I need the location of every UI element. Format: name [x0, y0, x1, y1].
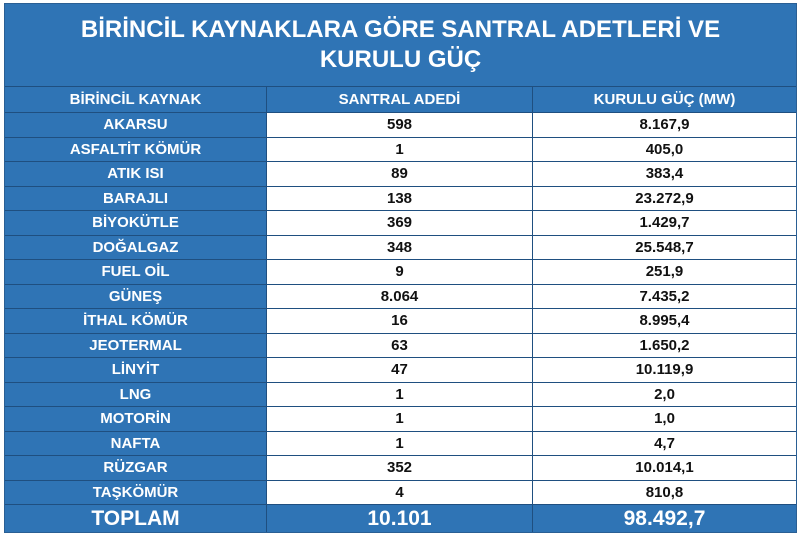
row-source-label: FUEL OİL [5, 260, 267, 285]
row-source-label: RÜZGAR [5, 456, 267, 481]
row-source-label: AKARSU [5, 113, 267, 138]
row-installed-capacity: 23.272,9 [533, 186, 796, 211]
row-installed-capacity: 1,0 [533, 407, 796, 432]
row-plant-count: 369 [267, 211, 533, 236]
row-source-label: LİNYİT [5, 358, 267, 383]
row-source-label: ASFALTİT KÖMÜR [5, 137, 267, 162]
row-plant-count: 16 [267, 309, 533, 334]
row-plant-count: 1 [267, 431, 533, 456]
row-source-label: DOĞALGAZ [5, 235, 267, 260]
row-plant-count: 89 [267, 162, 533, 187]
power-plants-table: BİRİNCİL KAYNAKLARA GÖRE SANTRAL ADETLER… [4, 3, 797, 533]
title-line-1: BİRİNCİL KAYNAKLARA GÖRE SANTRAL ADETLER… [80, 16, 721, 43]
row-plant-count: 352 [267, 456, 533, 481]
row-plant-count: 47 [267, 358, 533, 383]
row-plant-count: 1 [267, 382, 533, 407]
row-source-label: BARAJLI [5, 186, 267, 211]
title-line-2: KURULU GÜÇ [319, 46, 482, 73]
row-plant-count: 138 [267, 186, 533, 211]
row-plant-count: 598 [267, 113, 533, 138]
row-source-label: NAFTA [5, 431, 267, 456]
row-installed-capacity: 4,7 [533, 431, 796, 456]
row-plant-count: 4 [267, 480, 533, 505]
row-source-label: GÜNEŞ [5, 284, 267, 309]
row-installed-capacity: 8.167,9 [533, 113, 796, 138]
row-source-label: ATIK ISI [5, 162, 267, 187]
row-plant-count: 1 [267, 407, 533, 432]
row-installed-capacity: 8.995,4 [533, 309, 796, 334]
row-installed-capacity: 405,0 [533, 137, 796, 162]
table-title: BİRİNCİL KAYNAKLARA GÖRE SANTRAL ADETLER… [5, 4, 796, 87]
row-installed-capacity: 10.014,1 [533, 456, 796, 481]
row-installed-capacity: 1.429,7 [533, 211, 796, 236]
row-installed-capacity: 1.650,2 [533, 333, 796, 358]
total-label: TOPLAM [5, 505, 267, 532]
row-installed-capacity: 7.435,2 [533, 284, 796, 309]
row-installed-capacity: 2,0 [533, 382, 796, 407]
row-installed-capacity: 251,9 [533, 260, 796, 285]
column-header-capacity: KURULU GÜÇ (MW) [533, 87, 796, 113]
column-header-count: SANTRAL ADEDİ [267, 87, 533, 113]
row-plant-count: 1 [267, 137, 533, 162]
row-installed-capacity: 25.548,7 [533, 235, 796, 260]
row-source-label: TAŞKÖMÜR [5, 480, 267, 505]
row-installed-capacity: 383,4 [533, 162, 796, 187]
row-plant-count: 348 [267, 235, 533, 260]
row-installed-capacity: 810,8 [533, 480, 796, 505]
row-plant-count: 63 [267, 333, 533, 358]
row-plant-count: 8.064 [267, 284, 533, 309]
row-installed-capacity: 10.119,9 [533, 358, 796, 383]
row-source-label: BİYOKÜTLE [5, 211, 267, 236]
total-installed-capacity: 98.492,7 [533, 505, 796, 532]
row-source-label: İTHAL KÖMÜR [5, 309, 267, 334]
total-plant-count: 10.101 [267, 505, 533, 532]
row-source-label: JEOTERMAL [5, 333, 267, 358]
column-header-source: BİRİNCİL KAYNAK [5, 87, 267, 113]
table-grid: BİRİNCİL KAYNAK SANTRAL ADEDİ KURULU GÜÇ… [5, 87, 796, 532]
row-plant-count: 9 [267, 260, 533, 285]
row-source-label: MOTORİN [5, 407, 267, 432]
row-source-label: LNG [5, 382, 267, 407]
